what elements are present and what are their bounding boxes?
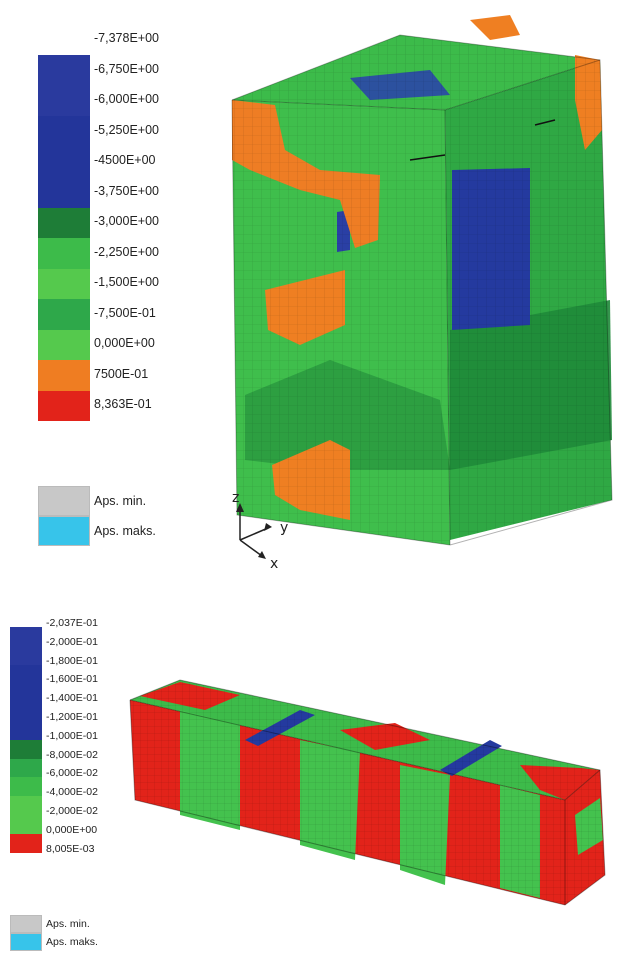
legend-tick-label: 7500E-01 xyxy=(94,366,149,381)
legend-swatch xyxy=(38,360,90,391)
legend-swatch xyxy=(38,299,90,330)
foundation-3d-model xyxy=(129,679,606,906)
legend-tick-label: 8,005E-03 xyxy=(46,842,95,855)
legend-swatch xyxy=(38,146,90,177)
legend-tick-label: -8,000E-02 xyxy=(46,748,98,761)
aps-max-swatch xyxy=(10,932,42,951)
aps-min-legend-item: Aps. min. xyxy=(10,914,90,933)
aps-min-swatch xyxy=(10,914,42,933)
legend-tick-label: -1,200E-01 xyxy=(46,711,98,723)
legend-tick-label: -1,800E-01 xyxy=(46,654,98,667)
legend-swatch xyxy=(10,645,42,665)
legend-swatch xyxy=(38,55,90,86)
aps-min-swatch xyxy=(38,486,90,516)
legend-tick-label: -1,400E-01 xyxy=(46,692,98,705)
building-3d-model: z y x xyxy=(231,15,613,572)
legend-tick-label: -7,378E+00 xyxy=(94,31,159,45)
axis-triad: z y x xyxy=(232,490,288,572)
aps-min-label: Aps. min. xyxy=(94,494,147,508)
legend-swatch xyxy=(10,627,42,646)
aps-max-label: Aps. maks. xyxy=(94,524,156,538)
legend-swatch xyxy=(10,702,42,721)
legend-swatch xyxy=(38,207,90,238)
legend-swatch xyxy=(38,329,90,360)
legend-swatch xyxy=(38,390,90,421)
legend-tick-label: -2,000E-02 xyxy=(46,805,98,817)
top-color-legend: -7,378E+00 -6,750E+00 -6,000E+00 -5,250E+00… xyxy=(38,31,210,566)
legend-tick-label: -6,750E+00 xyxy=(94,61,159,76)
legend-swatch xyxy=(10,815,42,834)
legend-tick-label: -5,250E+00 xyxy=(94,122,159,137)
legend-tick-label: -1,600E-01 xyxy=(46,673,98,686)
legend-swatch xyxy=(10,739,42,759)
legend-swatch xyxy=(38,85,90,116)
aps-min-legend-item: Aps. min. xyxy=(38,486,146,516)
bottom-panel: -2,037E-01 -2,000E-01 -1,800E-01 -1,600E-01… xyxy=(0,600,621,951)
legend-tick-label: -3,750E+00 xyxy=(94,183,159,198)
legend-swatch xyxy=(10,758,42,778)
model-orange-top-corner xyxy=(470,15,520,40)
legend-tick-label: -6,000E-02 xyxy=(46,767,98,780)
legend-swatch xyxy=(10,721,42,740)
aps-max-swatch xyxy=(38,516,90,546)
legend-tick-label: -4,000E-02 xyxy=(46,786,98,799)
legend-swatch xyxy=(38,238,90,269)
legend-swatch xyxy=(10,833,42,853)
legend-tick-label: 0,000E+00 xyxy=(94,336,155,350)
aps-min-label: Aps. min. xyxy=(46,917,90,930)
legend-tick-label: -2,000E-01 xyxy=(46,635,98,648)
legend-tick-label: -7,500E-01 xyxy=(94,305,156,320)
legend-tick-label: -1,000E-01 xyxy=(46,729,98,742)
axis-x-label: x xyxy=(270,556,278,572)
legend-tick-label: -4500E+00 xyxy=(94,153,156,167)
axis-z-label: z xyxy=(232,490,239,506)
legend-tick-label: -6,000E+00 xyxy=(94,92,159,106)
top-panel: -7,378E+00 -6,750E+00 -6,000E+00 -5,250E+00… xyxy=(38,15,613,572)
legend-swatch xyxy=(10,777,42,797)
legend-swatch xyxy=(38,116,90,147)
aps-max-legend-item: Aps. maks. xyxy=(38,516,156,546)
legend-tick-label: -1,500E+00 xyxy=(94,275,159,289)
legend-swatch xyxy=(38,177,90,208)
legend-swatch xyxy=(10,796,42,815)
axis-y-label: y xyxy=(280,520,288,536)
aps-max-legend-item: Aps. maks. xyxy=(10,932,98,951)
legend-tick-label: -2,037E-01 xyxy=(46,617,98,629)
legend-swatch xyxy=(10,683,42,703)
legend-swatch xyxy=(38,268,90,299)
legend-tick-label: 8,363E-01 xyxy=(94,397,152,411)
legend-swatch xyxy=(10,664,42,684)
legend-tick-label: 0,000E+00 xyxy=(46,823,98,836)
aps-max-label: Aps. maks. xyxy=(46,935,98,948)
legend-tick-label: -3,000E+00 xyxy=(94,214,159,228)
legend-tick-label: -2,250E+00 xyxy=(94,244,159,259)
